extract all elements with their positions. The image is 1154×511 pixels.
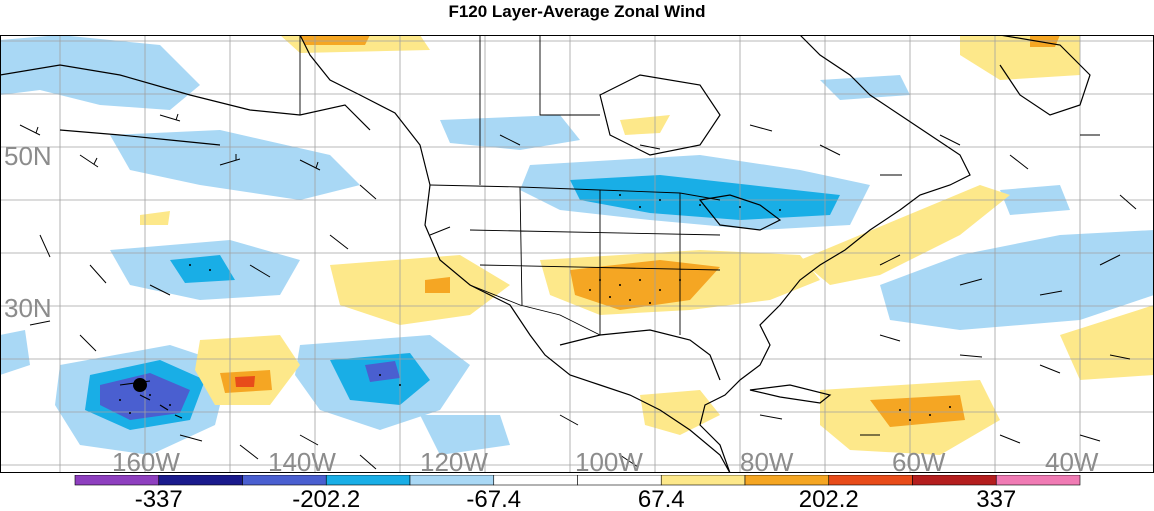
shade-deep-blue (365, 361, 400, 382)
north-america-east-coast (699, 35, 971, 473)
lon-label-100w: 100W (575, 447, 643, 473)
colorbar-bin (74, 475, 160, 486)
colorbar-bin (242, 475, 327, 486)
shade-orange (870, 395, 965, 427)
shading-layer (0, 35, 1154, 455)
wind-barbs (19, 113, 1137, 470)
lon-label-120w: 120W (420, 447, 488, 473)
map-title: F120 Layer-Average Zonal Wind (448, 2, 706, 21)
lat-label-50n: 50N (4, 141, 52, 171)
colorbar-bin (493, 475, 578, 486)
shade-light-blue (440, 115, 580, 150)
shade-light-blue (420, 415, 510, 455)
colorbar-bin (995, 475, 1081, 486)
gulf-coast (559, 329, 721, 381)
wind-map: 50N 30N 160W 140W 120W 100W 80W 60W 40W (0, 35, 1154, 473)
lon-label-40w: 40W (1045, 447, 1099, 473)
colorbar-bin (660, 475, 746, 486)
colorbar-bin (325, 475, 411, 486)
shade-orange (300, 35, 370, 45)
shade-yellow (1060, 305, 1154, 380)
lat-label-30n: 30N (4, 293, 52, 323)
us-mexico-border (469, 284, 601, 336)
lon-label-140w: 140W (268, 447, 336, 473)
greenland-outline (999, 35, 1091, 116)
colorbar-label: -337 (135, 486, 183, 511)
coastlines (0, 35, 1091, 473)
colorbar-bin (577, 475, 662, 486)
colorbar-bin (744, 475, 830, 486)
cuba-outline (749, 384, 832, 404)
location-marker (133, 378, 147, 392)
hawaii-islands (139, 394, 183, 419)
shade-light-blue (880, 230, 1154, 330)
colorbar-bins (74, 475, 1081, 486)
colorbar-bin (912, 475, 997, 486)
shade-orange (425, 277, 450, 293)
shade-yellow (140, 211, 170, 225)
colorbar-bin (158, 475, 243, 486)
hudson-bay (599, 74, 721, 156)
north-america-outline (299, 35, 731, 473)
shade-yellow (330, 255, 510, 325)
colorbar-label: 202.2 (799, 486, 859, 511)
colorbar-label: -202.2 (292, 486, 360, 511)
lon-label-80w: 80W (740, 447, 794, 473)
alaska-islands (59, 129, 221, 146)
colorbar-labels: -337 -202.2 -67.4 67.4 202.2 337 (135, 486, 1017, 511)
shade-yellow (800, 185, 1010, 285)
alaska-outline (0, 64, 371, 131)
lon-label-60w: 60W (892, 447, 946, 473)
shade-light-blue (110, 130, 360, 200)
colorbar-label: -67.4 (466, 486, 521, 511)
shade-yellow (620, 115, 670, 135)
great-lakes (698, 194, 782, 231)
political-boundaries (299, 35, 721, 336)
graticule (0, 35, 1154, 473)
colorbar-label: 67.4 (638, 486, 685, 511)
lon-label-160w: 160W (112, 447, 180, 473)
colorbar-bin (828, 475, 913, 486)
shade-yellow (195, 335, 300, 405)
colorbar-bin (409, 475, 495, 486)
colorbar-label: 337 (976, 486, 1016, 511)
shade-light-blue (0, 330, 30, 375)
shade-orange (570, 260, 720, 310)
shade-medium-blue (170, 255, 235, 283)
stipple-dots (119, 194, 951, 421)
shade-light-blue (0, 35, 200, 110)
colorbar: -337 -202.2 -67.4 67.4 202.2 337 (74, 475, 1081, 511)
shade-red (235, 376, 255, 387)
